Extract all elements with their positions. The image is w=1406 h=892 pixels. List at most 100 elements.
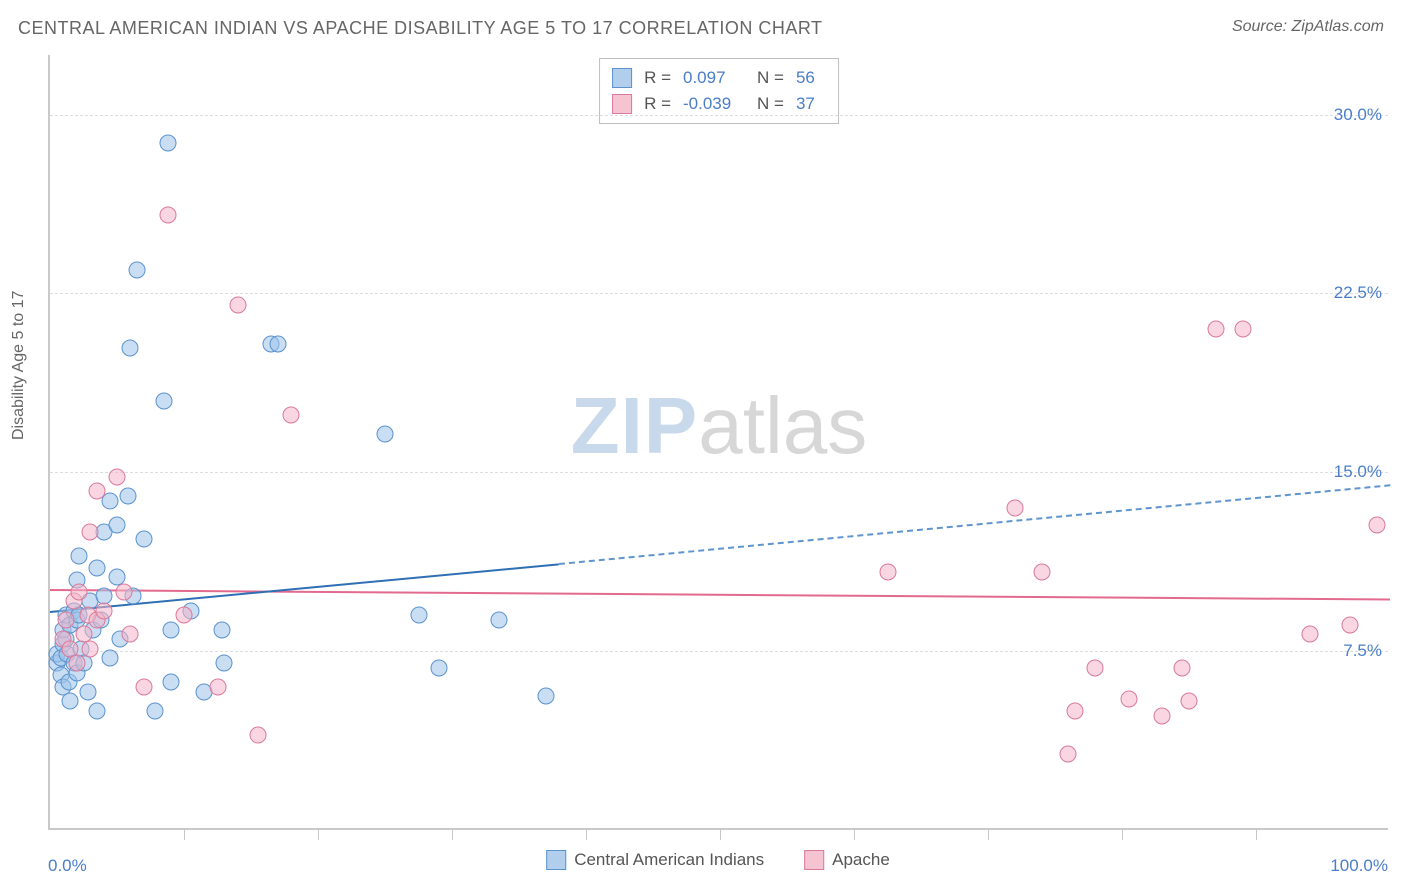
data-point — [162, 674, 179, 691]
data-point — [122, 340, 139, 357]
data-point — [537, 688, 554, 705]
plot-area: ZIPatlas R = 0.097 N = 56 R = -0.039 N =… — [48, 55, 1388, 830]
data-point — [146, 702, 163, 719]
data-point — [1174, 659, 1191, 676]
gridline — [50, 115, 1388, 116]
chart-title: CENTRAL AMERICAN INDIAN VS APACHE DISABI… — [18, 18, 823, 39]
data-point — [68, 655, 85, 672]
x-tick — [1122, 828, 1123, 840]
data-point — [269, 335, 286, 352]
data-point — [249, 726, 266, 743]
data-point — [1368, 516, 1385, 533]
x-tick — [586, 828, 587, 840]
stat-n-a: 56 — [796, 65, 826, 91]
stat-n-label: N = — [757, 91, 784, 117]
data-point — [209, 678, 226, 695]
gridline — [50, 472, 1388, 473]
data-point — [283, 407, 300, 424]
data-point — [162, 621, 179, 638]
chart-container: CENTRAL AMERICAN INDIAN VS APACHE DISABI… — [0, 0, 1406, 892]
x-tick — [184, 828, 185, 840]
gridline — [50, 651, 1388, 652]
data-point — [109, 469, 126, 486]
data-point — [119, 488, 136, 505]
y-tick-label: 22.5% — [1334, 283, 1382, 303]
stat-n-label: N = — [757, 65, 784, 91]
legend-item-a: Central American Indians — [546, 850, 764, 870]
chart-source: Source: ZipAtlas.com — [1232, 18, 1384, 36]
trend-line — [559, 484, 1390, 565]
swatch-a-icon — [612, 68, 632, 88]
data-point — [155, 392, 172, 409]
gridline — [50, 293, 1388, 294]
x-axis-max-label: 100.0% — [1330, 856, 1388, 876]
x-tick — [452, 828, 453, 840]
stat-r-a: 0.097 — [683, 65, 745, 91]
x-tick — [988, 828, 989, 840]
legend-label-b: Apache — [832, 850, 890, 870]
y-tick-label: 15.0% — [1334, 462, 1382, 482]
data-point — [71, 547, 88, 564]
data-point — [122, 626, 139, 643]
data-point — [410, 607, 427, 624]
x-tick — [318, 828, 319, 840]
watermark: ZIPatlas — [571, 380, 867, 472]
trend-line — [50, 589, 1390, 601]
data-point — [229, 297, 246, 314]
data-point — [135, 531, 152, 548]
legend-label-a: Central American Indians — [574, 850, 764, 870]
x-tick — [720, 828, 721, 840]
data-point — [1234, 321, 1251, 338]
data-point — [79, 683, 96, 700]
data-point — [88, 483, 105, 500]
y-tick-label: 30.0% — [1334, 105, 1382, 125]
data-point — [1060, 745, 1077, 762]
data-point — [82, 523, 99, 540]
data-point — [71, 583, 88, 600]
data-point — [490, 612, 507, 629]
data-point — [159, 135, 176, 152]
data-point — [62, 693, 79, 710]
y-axis-label: Disability Age 5 to 17 — [10, 291, 28, 440]
data-point — [1154, 707, 1171, 724]
data-point — [1087, 659, 1104, 676]
data-point — [1067, 702, 1084, 719]
data-point — [216, 655, 233, 672]
data-point — [129, 261, 146, 278]
legend-swatch-a-icon — [546, 850, 566, 870]
data-point — [1006, 500, 1023, 517]
data-point — [1301, 626, 1318, 643]
data-point — [102, 650, 119, 667]
stat-r-label: R = — [644, 65, 671, 91]
data-point — [115, 583, 132, 600]
stat-r-label: R = — [644, 91, 671, 117]
data-point — [88, 559, 105, 576]
data-point — [879, 564, 896, 581]
bottom-legend: 0.0% 100.0% Central American Indians Apa… — [48, 850, 1388, 880]
x-axis-min-label: 0.0% — [48, 856, 87, 876]
data-point — [377, 426, 394, 443]
data-point — [95, 602, 112, 619]
data-point — [1181, 693, 1198, 710]
stat-row-b: R = -0.039 N = 37 — [612, 91, 826, 117]
data-point — [1120, 690, 1137, 707]
x-tick — [854, 828, 855, 840]
stat-r-b: -0.039 — [683, 91, 745, 117]
data-point — [213, 621, 230, 638]
data-point — [430, 659, 447, 676]
data-point — [135, 678, 152, 695]
legend-items: Central American Indians Apache — [546, 850, 890, 870]
data-point — [58, 612, 75, 629]
stat-n-b: 37 — [796, 91, 826, 117]
legend-item-b: Apache — [804, 850, 890, 870]
x-tick — [1256, 828, 1257, 840]
watermark-atlas: atlas — [698, 381, 867, 470]
data-point — [82, 640, 99, 657]
data-point — [1207, 321, 1224, 338]
y-tick-label: 7.5% — [1343, 641, 1382, 661]
legend-swatch-b-icon — [804, 850, 824, 870]
watermark-zip: ZIP — [571, 381, 698, 470]
stat-row-a: R = 0.097 N = 56 — [612, 65, 826, 91]
data-point — [176, 607, 193, 624]
data-point — [88, 702, 105, 719]
